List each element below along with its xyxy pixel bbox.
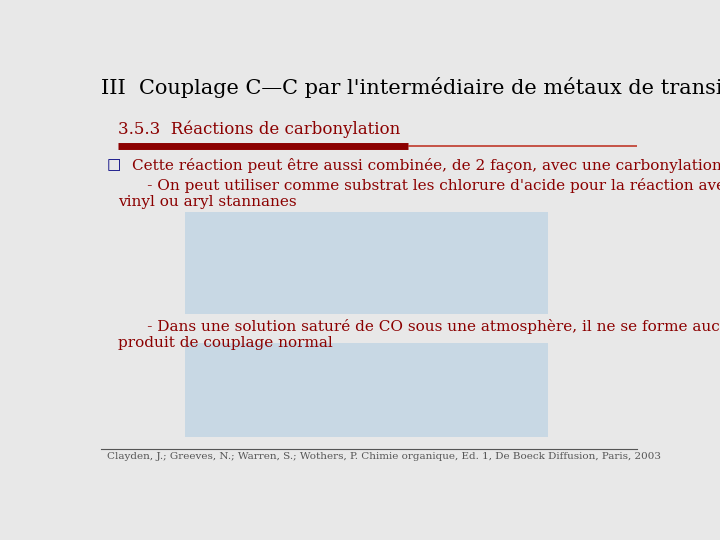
FancyBboxPatch shape — [185, 343, 548, 437]
Text: - Dans une solution saturé de CO sous une atmosphère, il ne se forme aucun: - Dans une solution saturé de CO sous un… — [118, 319, 720, 334]
Text: □: □ — [107, 158, 121, 172]
Text: Cette réaction peut être aussi combinée, de 2 façon, avec une carbonylation: Cette réaction peut être aussi combinée,… — [132, 158, 720, 173]
Text: vinyl ou aryl stannanes: vinyl ou aryl stannanes — [118, 194, 297, 208]
Text: - On peut utiliser comme substrat les chlorure d'acide pour la réaction avec les: - On peut utiliser comme substrat les ch… — [118, 178, 720, 193]
FancyBboxPatch shape — [185, 212, 548, 314]
Text: produit de couplage normal: produit de couplage normal — [118, 336, 333, 350]
Text: Clayden, J.; Greeves, N.; Warren, S.; Wothers, P. Chimie organique, Ed. 1, De Bo: Clayden, J.; Greeves, N.; Warren, S.; Wo… — [107, 453, 661, 461]
Text: III  Couplage C—C par l'intermédiaire de métaux de transition: III Couplage C—C par l'intermédiaire de … — [101, 77, 720, 98]
Text: 3.5.3  Réactions de carbonylation: 3.5.3 Réactions de carbonylation — [118, 121, 400, 138]
